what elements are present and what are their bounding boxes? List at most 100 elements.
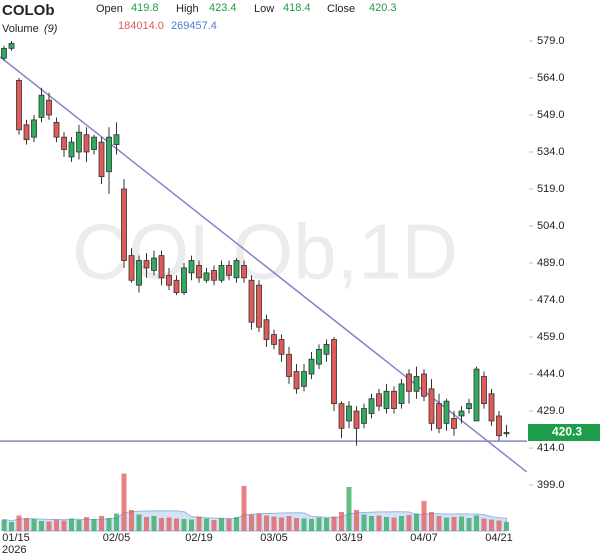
candle-body	[151, 257, 157, 271]
y-tick-label: 414.0	[537, 442, 565, 454]
candle-body	[256, 284, 262, 328]
candle-body	[188, 260, 195, 274]
volume-bar	[384, 517, 389, 531]
volume-bar	[241, 486, 247, 531]
year-label: 2026	[2, 544, 26, 556]
volume-bar	[256, 513, 262, 531]
legend-value: 418.4	[283, 2, 311, 14]
candle-body	[16, 80, 22, 131]
x-tick-label: 03/19	[335, 532, 363, 544]
candle-body	[128, 255, 135, 281]
candle-body	[466, 403, 472, 409]
chart-title: COLOb	[2, 2, 55, 19]
volume-bar	[294, 518, 299, 531]
volume-bar	[84, 517, 89, 531]
volume-bar	[474, 515, 479, 531]
candle-body	[106, 136, 112, 173]
candle-body	[346, 405, 352, 422]
volume-bar	[144, 517, 149, 531]
y-tick-label: 429.0	[537, 405, 565, 417]
volume-bar	[361, 514, 367, 531]
volume-bar	[166, 517, 172, 531]
volume-bar	[31, 519, 37, 531]
volume-bar	[436, 516, 442, 531]
volume-bar	[264, 515, 269, 531]
volume-bar	[129, 510, 134, 531]
candle-body	[293, 371, 300, 390]
legend-label: Open	[96, 3, 123, 15]
x-tick-label: 03/05	[260, 532, 288, 544]
x-tick-label: 04/21	[485, 532, 513, 544]
candle-body	[473, 368, 480, 422]
candle-body	[316, 348, 322, 365]
volume-bar	[354, 510, 359, 531]
volume-bar	[309, 519, 314, 531]
candle-body	[68, 141, 75, 158]
legend-value: 423.4	[209, 2, 237, 14]
volume-legend-value: 184014.0	[118, 20, 164, 32]
candle-body	[248, 279, 255, 323]
y-tick-label: 504.0	[537, 220, 565, 232]
volume-bar	[249, 514, 254, 531]
volume-bar	[106, 518, 112, 531]
candle-body	[481, 376, 487, 405]
volume-bar	[76, 520, 82, 531]
volume-bar	[196, 516, 202, 531]
volume-bar	[504, 521, 509, 531]
candle-body	[121, 188, 127, 261]
candle-body	[1, 47, 7, 59]
volume-period: (9)	[44, 23, 58, 35]
y-tick-label: 489.0	[537, 257, 565, 269]
volume-bar	[286, 516, 292, 531]
volume-bar	[301, 518, 307, 531]
volume-bar	[1, 519, 7, 531]
x-tick-label: 01/15	[2, 532, 30, 544]
candle-body	[323, 344, 330, 355]
candle-body	[406, 373, 412, 392]
volume-bar	[16, 515, 22, 531]
candle-body	[301, 371, 307, 387]
volume-bar	[46, 521, 52, 531]
candle-body	[98, 141, 105, 178]
candle-body	[428, 388, 435, 424]
volume-bar	[369, 516, 374, 531]
candle-body	[136, 260, 142, 286]
candle-body	[38, 94, 45, 118]
x-tick-label: 02/19	[185, 532, 213, 544]
candle-body	[271, 334, 277, 345]
candle-body	[143, 260, 150, 269]
volume-bar	[421, 501, 427, 531]
price-tag-label: 420.3	[552, 425, 582, 439]
volume-bar	[451, 517, 457, 531]
y-tick-label: 549.0	[537, 109, 565, 121]
candle-body	[421, 373, 427, 397]
candle-body	[398, 383, 405, 405]
candle-body	[23, 124, 30, 141]
legend-label: High	[176, 3, 199, 15]
volume-bar	[61, 520, 67, 531]
candle-body	[331, 339, 337, 405]
candle-body	[166, 274, 172, 286]
volume-bar	[136, 514, 142, 531]
volume-bar	[204, 518, 209, 531]
candle-body	[413, 376, 420, 392]
volume-bar	[429, 512, 434, 531]
volume-title: Volume	[2, 23, 39, 35]
x-tick-label: 04/07	[410, 532, 438, 544]
y-tick-label: 534.0	[537, 146, 565, 158]
candle-body	[83, 134, 90, 153]
volume-bar	[459, 516, 464, 531]
legend-value: 420.3	[369, 2, 397, 14]
volume-bar	[466, 518, 472, 531]
volume-bar	[114, 513, 119, 531]
y-tick-label: 444.0	[537, 368, 565, 380]
volume-bar	[489, 519, 494, 531]
volume-bar	[39, 521, 44, 531]
candle-body	[353, 410, 360, 429]
volume-bar	[9, 522, 14, 531]
candle-body	[158, 255, 165, 279]
y-tick-label: 474.0	[537, 294, 565, 306]
candle-body	[31, 119, 37, 138]
legend-value: 419.8	[131, 2, 159, 14]
